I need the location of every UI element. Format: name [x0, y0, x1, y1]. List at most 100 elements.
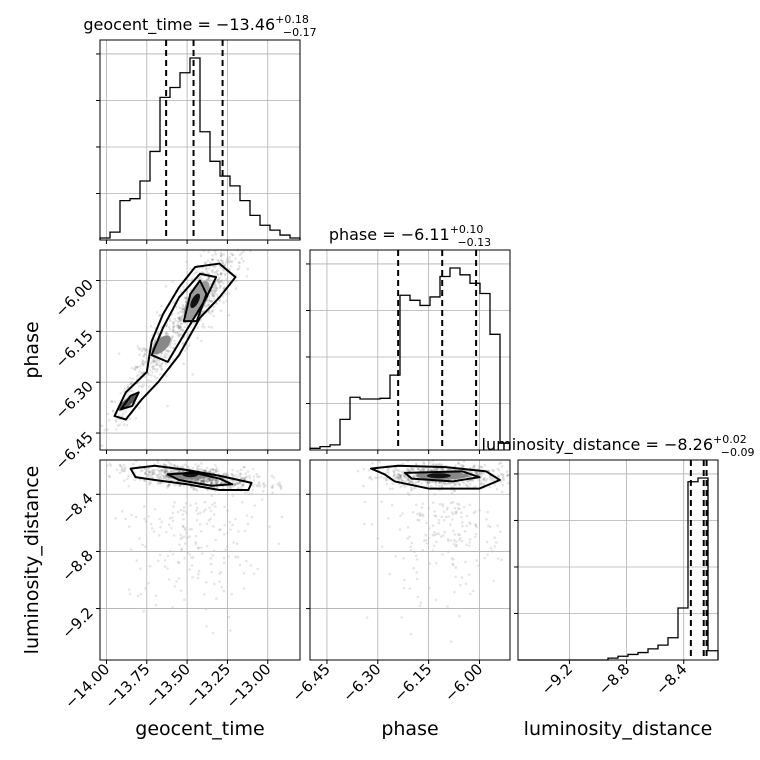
- scatter-point: [171, 326, 175, 329]
- scatter-point: [228, 629, 232, 632]
- scatter-point: [178, 543, 181, 546]
- contour-luminosity_distance-vs-phase: [403, 470, 481, 483]
- scatter-point: [209, 517, 212, 521]
- scatter-point: [191, 556, 195, 559]
- scatter-point: [209, 509, 213, 513]
- scatter-point: [460, 539, 464, 543]
- scatter-point: [181, 307, 185, 311]
- scatter-point: [469, 482, 472, 486]
- scatter-point: [421, 502, 425, 505]
- scatter-point: [398, 470, 401, 473]
- xlabel-phase: phase: [381, 718, 438, 740]
- scatter-point: [234, 474, 238, 477]
- scatter-point: [449, 640, 453, 643]
- scatter-point: [242, 484, 245, 488]
- scatter-point: [172, 324, 176, 328]
- scatter-point: [147, 483, 151, 486]
- scatter-point: [211, 268, 215, 272]
- scatter-point: [410, 489, 413, 492]
- scatter-point: [152, 469, 155, 472]
- scatter-point: [418, 604, 422, 607]
- scatter-point: [163, 558, 167, 562]
- scatter-point: [133, 367, 136, 371]
- scatter-point: [472, 466, 475, 469]
- scatter-point: [153, 339, 156, 342]
- scatter-point: [119, 464, 122, 467]
- scatter-point: [223, 481, 226, 485]
- scatter-point: [192, 488, 196, 491]
- scatter-point: [139, 469, 143, 473]
- scatter-point: [217, 282, 221, 285]
- scatter-point: [179, 326, 183, 330]
- scatter-point: [195, 489, 199, 492]
- scatter-point: [195, 506, 199, 510]
- scatter-point: [278, 483, 282, 487]
- scatter-point: [475, 471, 479, 475]
- scatter-point: [425, 484, 428, 487]
- scatter-point: [439, 535, 443, 538]
- scatter-point: [453, 483, 457, 487]
- scatter-point: [181, 310, 185, 314]
- scatter-point: [437, 463, 441, 466]
- scatter-point: [166, 350, 170, 353]
- scatter-point: [193, 486, 196, 490]
- scatter-point: [129, 382, 132, 386]
- scatter-point: [211, 554, 215, 557]
- scatter-point: [202, 480, 206, 483]
- scatter-point: [214, 271, 217, 274]
- scatter-point: [437, 521, 441, 525]
- scatter-point: [474, 535, 477, 539]
- scatter-point: [280, 515, 284, 519]
- scatter-point: [221, 295, 225, 298]
- scatter-point: [236, 268, 239, 271]
- scatter-point: [143, 353, 147, 356]
- scatter-point: [192, 487, 195, 491]
- scatter-point: [143, 352, 147, 355]
- scatter-point: [231, 494, 235, 498]
- scatter-point: [201, 325, 204, 328]
- scatter-point: [106, 412, 110, 416]
- scatter-point: [165, 374, 168, 378]
- scatter-point: [207, 302, 210, 306]
- scatter-point: [253, 504, 257, 507]
- scatter-point: [399, 475, 403, 479]
- scatter-point: [462, 505, 466, 509]
- scatter-point: [219, 254, 223, 257]
- scatter-point: [398, 528, 402, 531]
- scatter-point: [497, 474, 500, 477]
- scatter-point: [160, 368, 164, 371]
- scatter-point: [501, 473, 505, 477]
- scatter-point: [431, 533, 435, 537]
- scatter-point: [461, 465, 464, 468]
- scatter-point: [235, 481, 238, 484]
- scatter-point: [362, 467, 366, 471]
- title-minus: −0.09: [721, 446, 755, 459]
- scatter-point: [177, 326, 181, 330]
- density-luminosity_distance-vs-phase: [426, 473, 451, 479]
- scatter-point: [279, 484, 282, 488]
- scatter-point: [179, 533, 183, 537]
- scatter-point: [440, 468, 444, 472]
- scatter-point: [480, 472, 484, 476]
- ytick-label-luminosity_distance: −8.4: [58, 489, 96, 527]
- scatter-point: [165, 332, 169, 335]
- scatter-point: [173, 463, 176, 467]
- scatter-point: [442, 518, 446, 522]
- scatter-point: [200, 468, 204, 472]
- scatter-point: [432, 544, 436, 547]
- scatter-point: [118, 423, 122, 426]
- scatter-point: [420, 506, 424, 509]
- scatter-point: [461, 464, 465, 467]
- scatter-point: [199, 480, 203, 484]
- scatter-point: [127, 525, 131, 528]
- scatter-point: [219, 273, 223, 276]
- scatter-point: [135, 365, 139, 369]
- scatter-point: [239, 481, 242, 485]
- scatter-point: [475, 471, 478, 474]
- scatter-point: [443, 530, 446, 534]
- scatter-point: [164, 284, 168, 288]
- scatter-point: [141, 360, 145, 363]
- scatter-point: [483, 476, 486, 480]
- scatter-point: [392, 475, 395, 478]
- scatter-point: [214, 252, 218, 256]
